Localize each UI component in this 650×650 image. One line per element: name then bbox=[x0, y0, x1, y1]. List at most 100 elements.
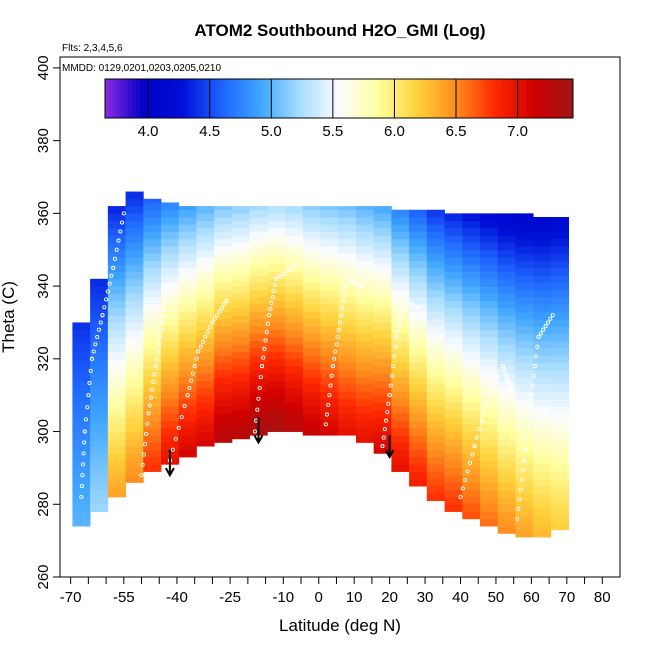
heat-cell bbox=[143, 442, 162, 451]
heat-cell bbox=[480, 475, 499, 483]
colorbar-segment bbox=[350, 79, 356, 118]
track-point bbox=[465, 469, 470, 474]
heat-cell bbox=[178, 289, 197, 298]
heat-cell bbox=[391, 384, 410, 392]
colorbar-segment bbox=[483, 79, 488, 118]
track-point bbox=[295, 262, 300, 267]
heat-cell bbox=[533, 217, 552, 225]
heat-cell bbox=[497, 453, 516, 462]
heat-cell bbox=[391, 246, 410, 254]
heat-cell bbox=[214, 420, 233, 429]
heat-cell bbox=[107, 206, 126, 214]
heat-cell bbox=[480, 213, 499, 222]
heat-cell bbox=[107, 293, 126, 302]
heat-cell bbox=[231, 387, 251, 396]
heat-cell bbox=[214, 391, 233, 400]
heat-cell bbox=[355, 406, 375, 414]
track-point bbox=[185, 393, 190, 398]
heat-cell bbox=[125, 475, 144, 483]
heat-cell bbox=[515, 369, 534, 378]
track-point bbox=[267, 313, 272, 318]
track-point bbox=[104, 297, 109, 302]
heat-cell bbox=[550, 289, 570, 298]
colorbar-segment bbox=[417, 79, 422, 118]
colorbar-segment bbox=[151, 79, 157, 118]
heat-cell bbox=[533, 224, 552, 232]
heat-cell bbox=[285, 307, 304, 316]
heat-cell bbox=[515, 246, 534, 254]
track-point bbox=[393, 344, 398, 349]
heat-cell bbox=[497, 249, 516, 258]
x-tick-label: 20 bbox=[381, 589, 398, 606]
track-point bbox=[489, 388, 494, 393]
heat-cell bbox=[231, 402, 251, 411]
heat-cell bbox=[125, 344, 144, 352]
heat-cell bbox=[143, 326, 162, 334]
heat-cell bbox=[302, 347, 321, 356]
track-point bbox=[477, 427, 482, 432]
heat-cell bbox=[196, 227, 215, 236]
heat-cell bbox=[107, 322, 126, 331]
heat-cell bbox=[462, 315, 481, 323]
heat-cell bbox=[107, 227, 126, 236]
track-point bbox=[210, 320, 215, 325]
track-point bbox=[332, 356, 337, 361]
y-tick-label: 360 bbox=[35, 201, 52, 226]
track-point bbox=[265, 321, 270, 326]
heat-cell bbox=[373, 351, 392, 360]
arrow-head bbox=[253, 434, 264, 445]
track-point bbox=[264, 330, 269, 335]
track-point bbox=[467, 461, 473, 466]
heat-cell bbox=[107, 257, 126, 265]
heat-cell bbox=[497, 402, 516, 411]
colorbar-segment bbox=[311, 79, 317, 118]
heat-cell bbox=[444, 300, 463, 309]
heat-cell bbox=[107, 351, 126, 360]
colorbar-segment bbox=[358, 79, 363, 118]
heat-cell bbox=[409, 471, 428, 480]
heat-cell bbox=[480, 329, 499, 338]
heat-cell bbox=[320, 406, 339, 414]
track-point bbox=[521, 468, 526, 473]
heat-cell bbox=[90, 286, 109, 294]
track-point bbox=[541, 327, 546, 332]
track-point bbox=[98, 320, 103, 325]
heat-cell bbox=[302, 326, 321, 334]
heat-cell bbox=[426, 289, 445, 298]
heat-cell bbox=[515, 449, 534, 458]
heat-cell bbox=[249, 362, 268, 371]
track-point bbox=[272, 282, 278, 287]
heat-cell bbox=[143, 202, 162, 211]
heat-cell bbox=[178, 406, 197, 414]
colorbar-segment bbox=[526, 79, 531, 118]
heat-cell bbox=[72, 409, 91, 418]
heat-cell bbox=[550, 311, 570, 320]
heat-cell bbox=[143, 340, 162, 349]
heat-cell bbox=[355, 340, 375, 349]
track-point bbox=[503, 371, 508, 376]
heat-cell bbox=[285, 278, 304, 287]
heat-cell bbox=[320, 340, 339, 349]
track-point bbox=[508, 385, 513, 390]
heat-cell bbox=[231, 213, 251, 222]
heat-cell bbox=[426, 326, 445, 334]
heat-cell bbox=[550, 515, 570, 523]
heat-cell bbox=[355, 282, 375, 291]
heat-cell bbox=[214, 297, 233, 305]
heat-cell bbox=[550, 297, 570, 305]
heat-cell bbox=[107, 278, 126, 287]
heat-cell bbox=[72, 424, 91, 432]
heat-cell bbox=[533, 478, 552, 487]
heat-cell bbox=[462, 395, 481, 403]
heat-cell bbox=[338, 217, 357, 225]
heat-cell bbox=[355, 253, 375, 262]
track-point bbox=[323, 422, 328, 427]
heat-cell bbox=[214, 246, 233, 254]
colorbar-segment bbox=[432, 79, 437, 118]
heat-cell bbox=[515, 413, 534, 422]
heat-cell bbox=[409, 297, 428, 305]
heat-cell bbox=[462, 387, 481, 396]
heat-cell bbox=[409, 246, 428, 254]
x-tick-label: -10 bbox=[272, 589, 294, 606]
colorbar-segment bbox=[183, 79, 188, 118]
